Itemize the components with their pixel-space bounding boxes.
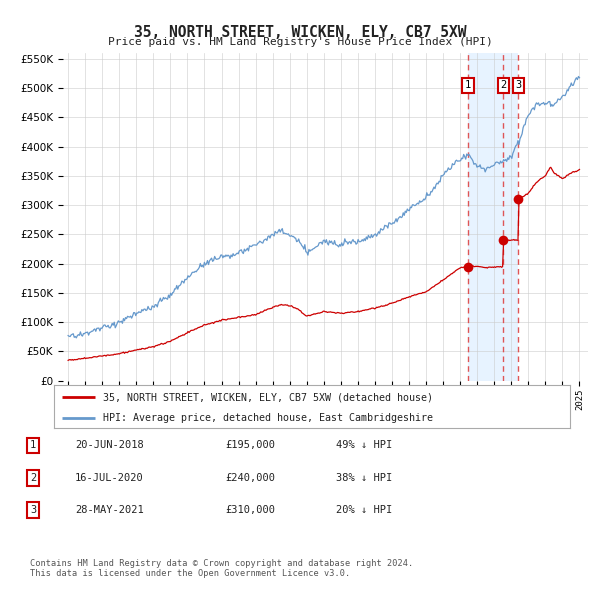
Text: 2: 2	[30, 473, 36, 483]
Text: Price paid vs. HM Land Registry's House Price Index (HPI): Price paid vs. HM Land Registry's House …	[107, 37, 493, 47]
Text: 35, NORTH STREET, WICKEN, ELY, CB7 5XW (detached house): 35, NORTH STREET, WICKEN, ELY, CB7 5XW (…	[103, 392, 433, 402]
Text: 16-JUL-2020: 16-JUL-2020	[75, 473, 144, 483]
Text: This data is licensed under the Open Government Licence v3.0.: This data is licensed under the Open Gov…	[30, 569, 350, 578]
Text: £310,000: £310,000	[225, 506, 275, 515]
Text: 1: 1	[30, 441, 36, 450]
Text: 20-JUN-2018: 20-JUN-2018	[75, 441, 144, 450]
Text: 3: 3	[30, 506, 36, 515]
Text: 49% ↓ HPI: 49% ↓ HPI	[336, 441, 392, 450]
Text: HPI: Average price, detached house, East Cambridgeshire: HPI: Average price, detached house, East…	[103, 414, 433, 424]
Text: 35, NORTH STREET, WICKEN, ELY, CB7 5XW: 35, NORTH STREET, WICKEN, ELY, CB7 5XW	[134, 25, 466, 40]
Text: 3: 3	[515, 80, 521, 90]
Bar	[468, 53, 518, 381]
Text: £240,000: £240,000	[225, 473, 275, 483]
Text: Contains HM Land Registry data © Crown copyright and database right 2024.: Contains HM Land Registry data © Crown c…	[30, 559, 413, 568]
Text: 38% ↓ HPI: 38% ↓ HPI	[336, 473, 392, 483]
Text: 1: 1	[465, 80, 471, 90]
Text: 2: 2	[500, 80, 506, 90]
Text: 20% ↓ HPI: 20% ↓ HPI	[336, 506, 392, 515]
Text: £195,000: £195,000	[225, 441, 275, 450]
Text: 28-MAY-2021: 28-MAY-2021	[75, 506, 144, 515]
